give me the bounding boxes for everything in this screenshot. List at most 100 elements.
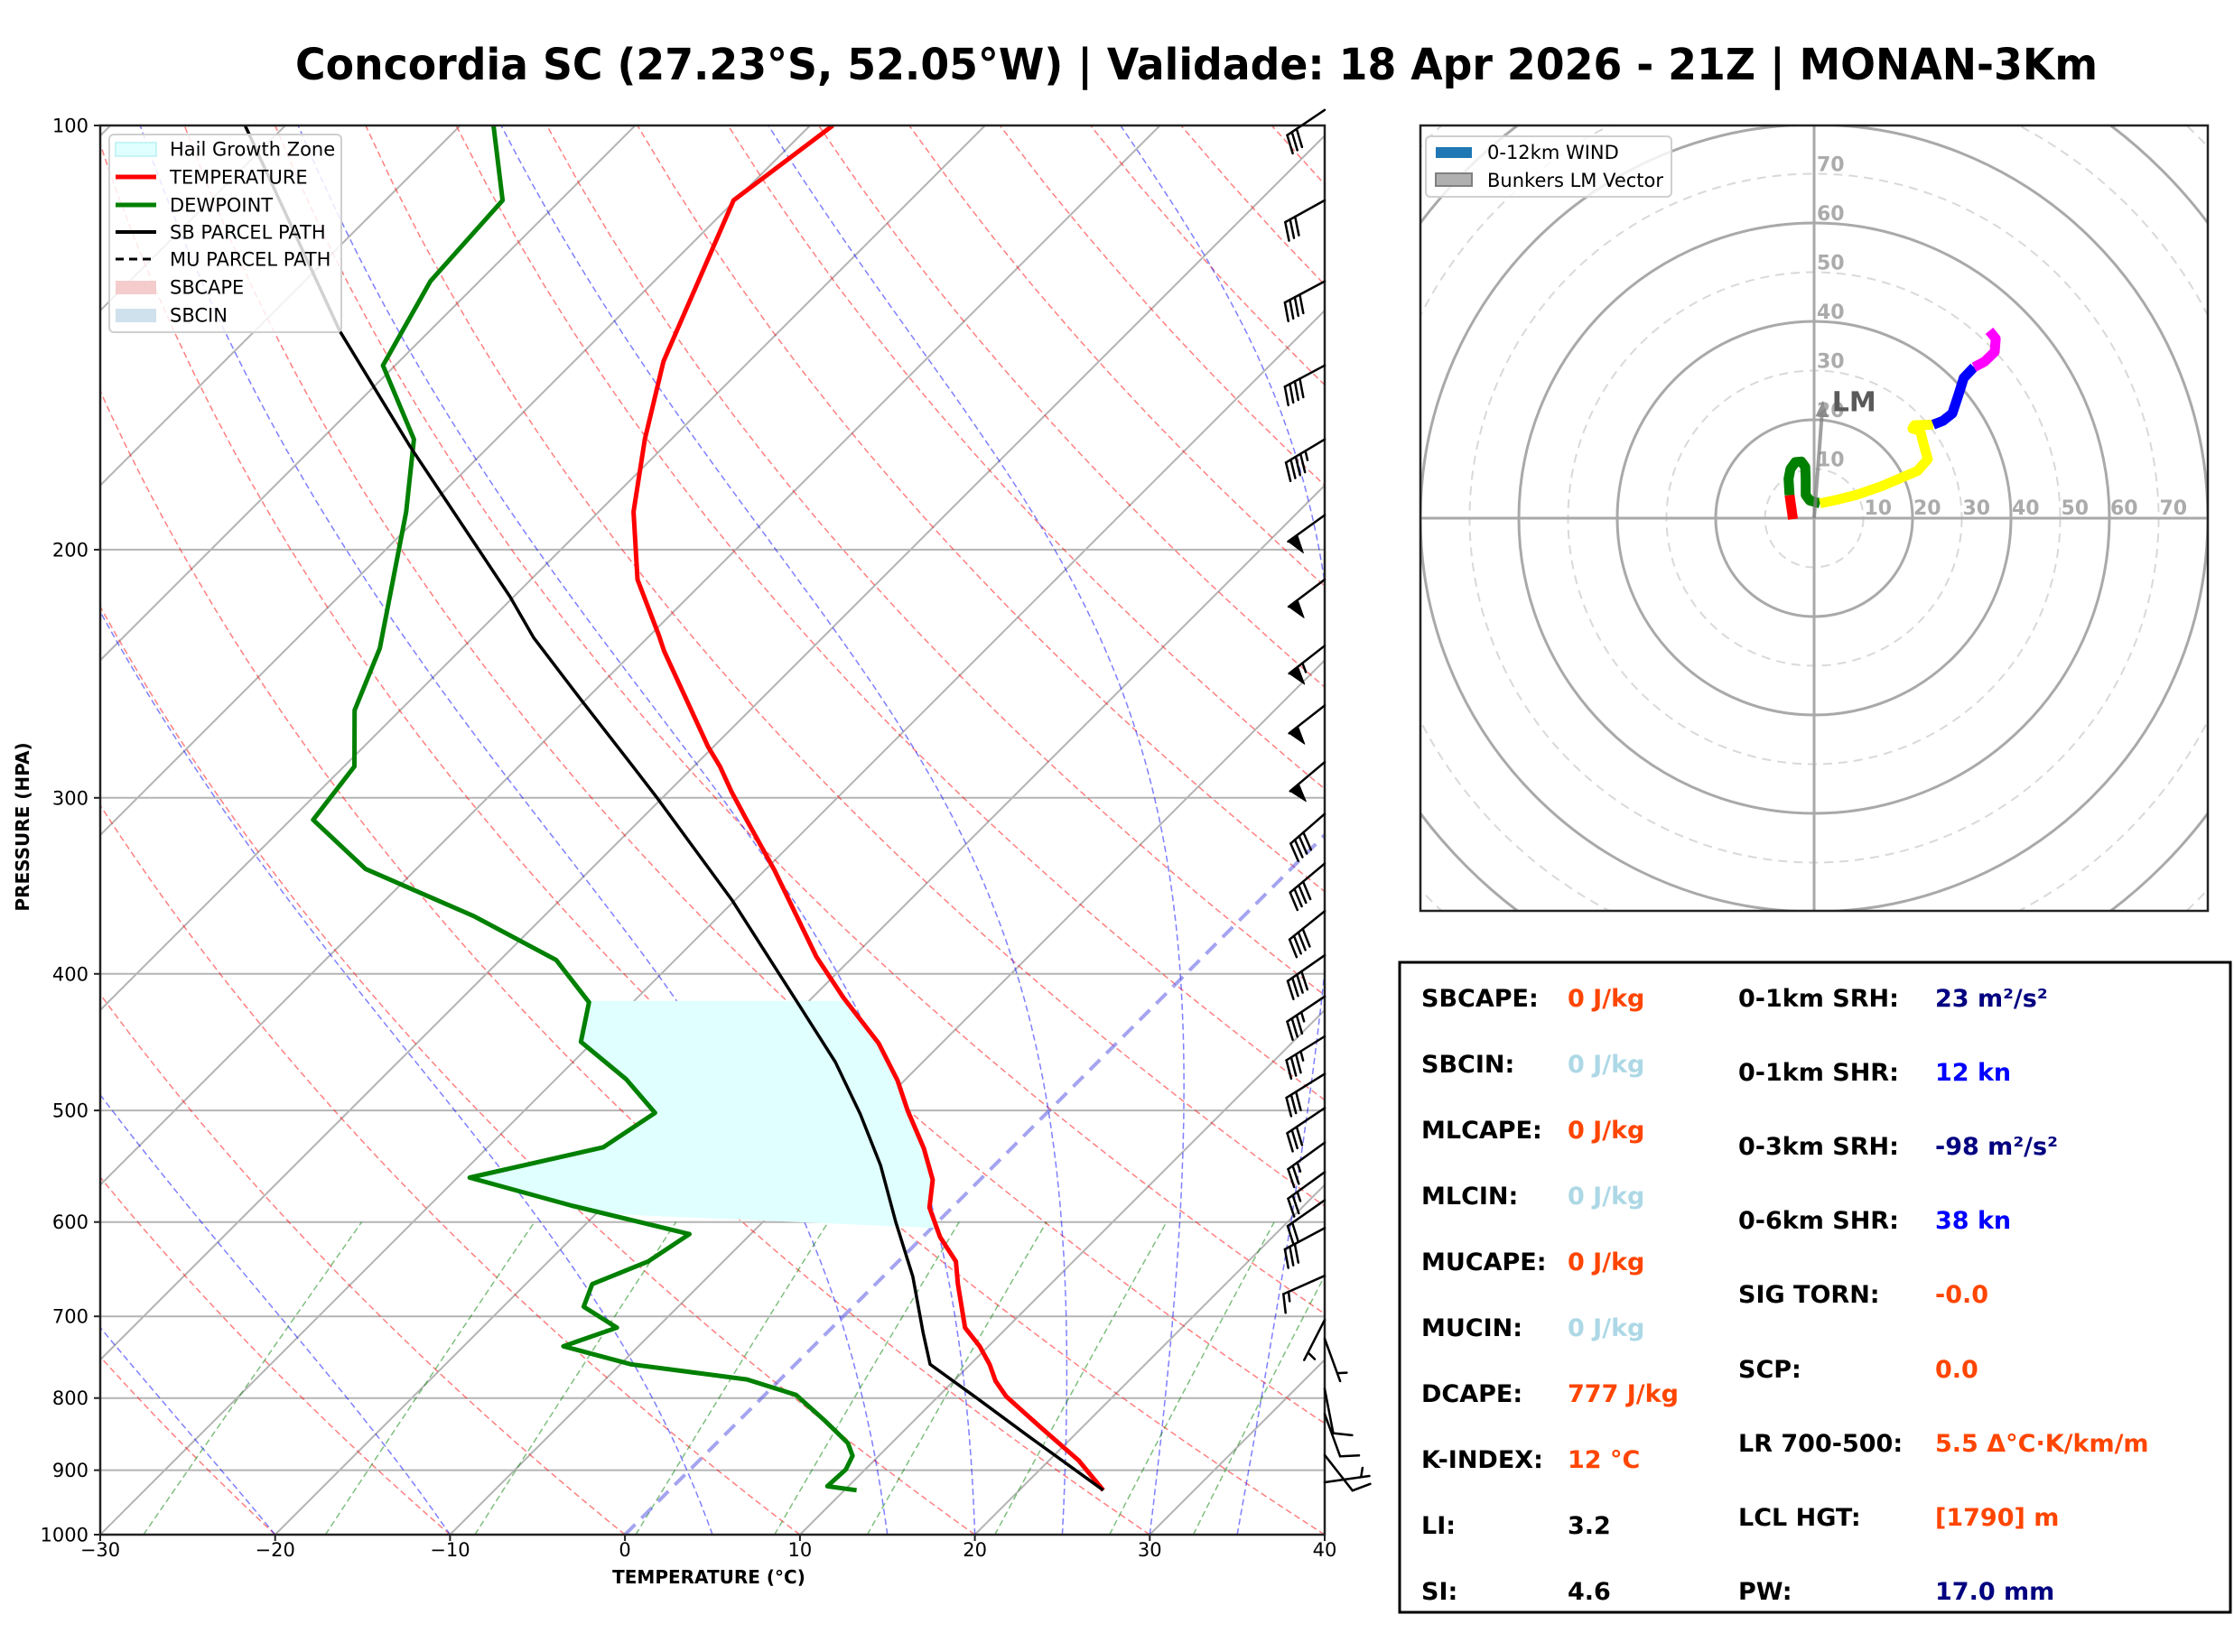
- ring-label-x: 30: [1963, 497, 1991, 520]
- moist-adiabat: [100, 1326, 276, 1535]
- wind-barb-full: [1294, 1053, 1302, 1074]
- dry-adiabat: [100, 803, 801, 1535]
- stat-value-si: 4.6: [1568, 1578, 1611, 1606]
- wind-barb-staff: [1284, 199, 1326, 224]
- wind-barb-full: [1290, 977, 1299, 998]
- dry-adiabat: [100, 1355, 276, 1535]
- wind-barb-full: [1295, 1014, 1304, 1035]
- wind-barb-staff: [1283, 280, 1326, 304]
- stat-label-shr-0-6km: 0-6km SHR:: [1738, 1207, 1899, 1235]
- wind-barb-staff: [1286, 995, 1326, 1023]
- indices-box: [1398, 961, 2232, 1614]
- legend-swatch-wind: [1436, 147, 1472, 158]
- dry-adiabat: [100, 389, 1150, 1535]
- wind-barb: [1283, 364, 1326, 407]
- wind-barb-half: [1296, 1161, 1302, 1173]
- wind-barb-full: [1293, 295, 1300, 318]
- wind-barb-full: [1332, 1432, 1354, 1437]
- wind-barb: [1323, 1337, 1348, 1383]
- y-tick-label: 800: [52, 1387, 88, 1409]
- mixing-ratio-line: [324, 1221, 535, 1535]
- stat-value-srh-0-1km: 23 m²/s²: [1935, 985, 2048, 1013]
- wind-barb-pennant: [1288, 534, 1304, 553]
- wind-barb-staff: [1289, 812, 1326, 845]
- legend-label: 0-12km WIND: [1487, 142, 1619, 163]
- dry-adiabat: [100, 142, 1325, 1535]
- x-tick-label: −30: [80, 1539, 120, 1561]
- legend-label: MU PARCEL PATH: [170, 249, 330, 271]
- isotherm-line: [100, 134, 1325, 1361]
- stat-label-srh-0-1km: 0-1km SRH:: [1738, 985, 1899, 1013]
- ring-label-y: 10: [1817, 450, 1845, 472]
- stat-value-lapse-rate: 5.5 Δ°C·K/km/m: [1935, 1430, 2149, 1458]
- ring-label-y: 30: [1817, 351, 1845, 374]
- wind-barb-full: [1293, 215, 1300, 237]
- isotherm-line: [100, 125, 461, 487]
- stat-label-si: SI:: [1421, 1578, 1457, 1606]
- wind-barb: [1286, 108, 1326, 155]
- wind-barb-staff: [1289, 862, 1326, 894]
- wind-barb-staff: [1323, 1413, 1342, 1458]
- wind-barb: [1282, 1274, 1326, 1314]
- wind-barb-staff: [1283, 364, 1326, 388]
- wind-barb: [1287, 1171, 1326, 1218]
- stat-label-shr-0-1km: 0-1km SHR:: [1738, 1059, 1899, 1087]
- y-tick-label: 1000: [41, 1525, 88, 1546]
- wind-barb-half: [1299, 1050, 1305, 1062]
- wind-barb-full: [1297, 931, 1307, 951]
- wind-barb-full: [1289, 1245, 1295, 1267]
- wind-barb-full: [1285, 1096, 1293, 1118]
- skewt-reference-lines: [100, 125, 1325, 1535]
- isotherm-line: [100, 125, 637, 662]
- wind-barb-staff: [1287, 1171, 1326, 1201]
- y-tick-label: 100: [52, 116, 88, 137]
- skewt-shading: [470, 1000, 937, 1229]
- wind-barb-pennant: [1289, 665, 1306, 685]
- wind-barb-staff: [1283, 1227, 1326, 1251]
- legend-swatch-sbcin: [116, 309, 156, 322]
- wind-barb-half: [1299, 1010, 1306, 1023]
- stat-label-lcl-height: LCL HGT:: [1738, 1504, 1861, 1532]
- wind-barb-full: [1351, 1482, 1372, 1492]
- isotherm-line: [100, 125, 1161, 1187]
- wind-barb: [1289, 760, 1326, 803]
- legend-label: DEWPOINT: [170, 195, 273, 217]
- wind-barb-pennant: [1289, 783, 1307, 803]
- isotherm-line: [973, 1183, 1325, 1535]
- legend-box: [108, 134, 342, 333]
- wind-barb: [1283, 280, 1326, 322]
- ring-label-x: 40: [2012, 497, 2040, 520]
- wind-barb-full: [1287, 1197, 1296, 1218]
- isotherm-line: [449, 658, 1325, 1535]
- bunkers-lm-vector: LM: [1812, 387, 1876, 519]
- x-tick-label: 10: [788, 1539, 813, 1561]
- wind-barb-full: [1302, 831, 1313, 851]
- stat-value-mlcape: 0 J/kg: [1568, 1117, 1644, 1145]
- wind-barb-full: [1301, 927, 1311, 948]
- wind-barb-full: [1289, 1055, 1298, 1077]
- wind-barb: [1286, 1107, 1326, 1153]
- hodograph-segment: [1784, 494, 1799, 520]
- wind-barb-full: [1298, 884, 1308, 905]
- wind-barb: [1303, 1318, 1326, 1361]
- wind-barb: [1287, 514, 1326, 553]
- wind-barb-full: [1299, 452, 1307, 474]
- wind-barb-full: [1283, 301, 1289, 322]
- wind-barb-full: [1299, 377, 1305, 399]
- mixing-ratio-line: [1192, 1274, 1325, 1535]
- wind-barb-full: [1300, 970, 1309, 991]
- wind-barb-full: [1286, 1132, 1294, 1153]
- wind-barb: [1284, 438, 1326, 483]
- lm-vector-shaft: [1812, 416, 1824, 519]
- x-tick-label: 40: [1313, 1539, 1337, 1561]
- x-tick-label: 30: [1138, 1539, 1162, 1561]
- wind-barb-staff: [1323, 1453, 1354, 1492]
- wind-barb: [1323, 1453, 1372, 1492]
- skewt-profiles: [243, 125, 1105, 1493]
- legend-swatch-hail-growth-zone: [115, 142, 157, 157]
- wind-barb-full: [1290, 131, 1299, 152]
- stat-label-sbcape: SBCAPE:: [1421, 985, 1539, 1013]
- sb-parcel-path-line: [243, 125, 1104, 1492]
- y-tick-label: 500: [52, 1100, 88, 1122]
